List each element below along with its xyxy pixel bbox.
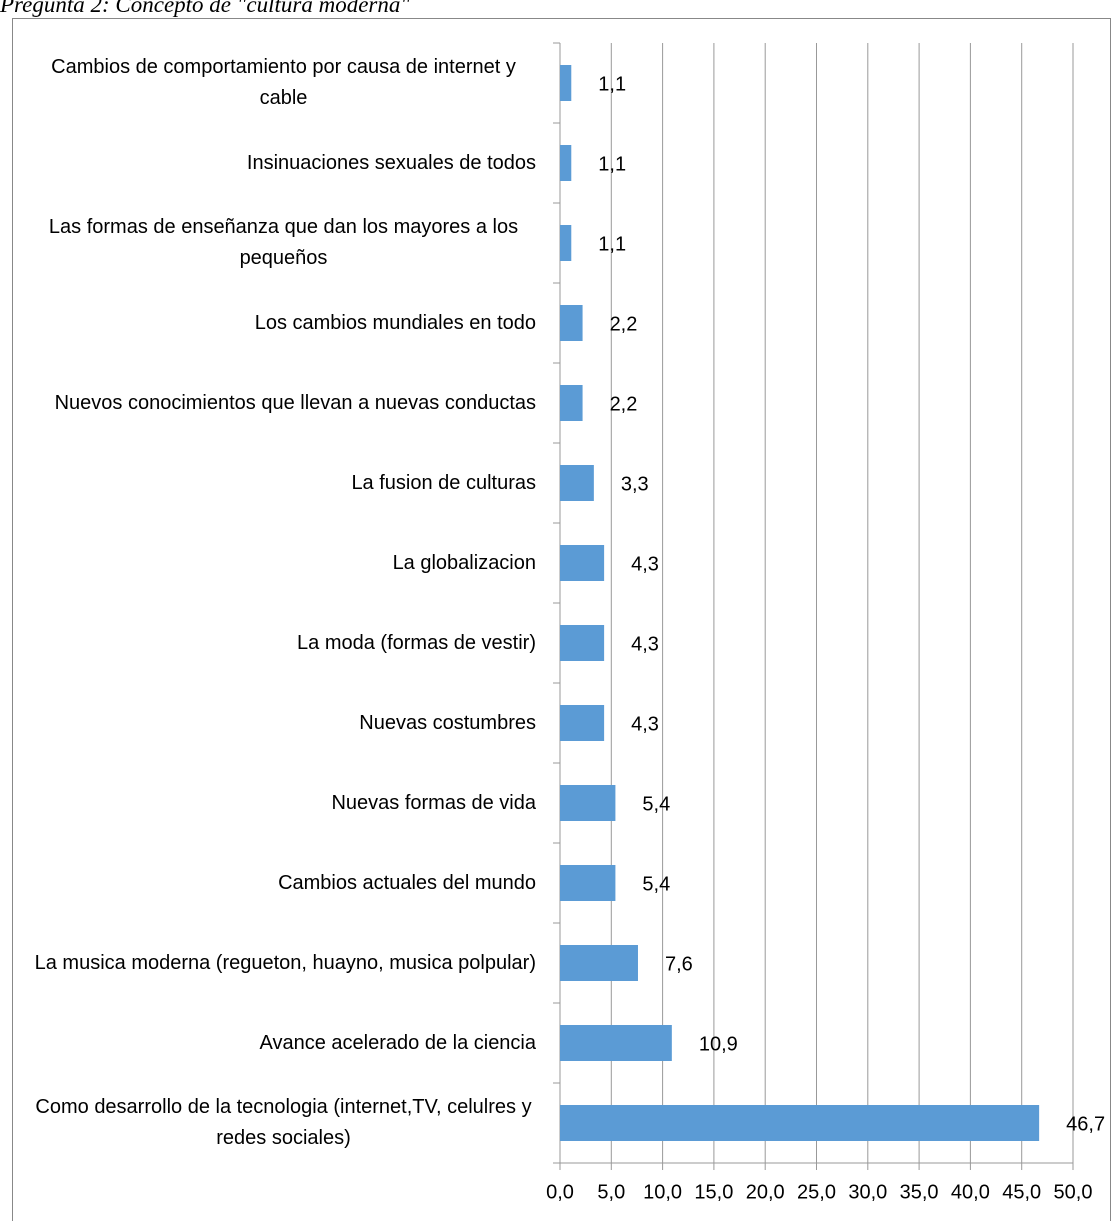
y-tick-label: Nuevas costumbres bbox=[359, 711, 536, 734]
category-box: Nuevas formas de vida bbox=[14, 763, 536, 843]
x-tick-label: 40,0 bbox=[951, 1181, 990, 1203]
chart-frame bbox=[12, 18, 1111, 1221]
bar bbox=[560, 465, 594, 501]
bar bbox=[560, 65, 572, 101]
x-tick-label: 20,0 bbox=[746, 1181, 785, 1203]
category-box: Las formas de enseñanza que dan los mayo… bbox=[14, 203, 536, 283]
bar bbox=[560, 145, 572, 181]
value-label: 2,2 bbox=[610, 393, 638, 415]
x-tick-label: 35,0 bbox=[900, 1181, 939, 1203]
value-label: 3,3 bbox=[621, 473, 649, 495]
category-box: La fusion de culturas bbox=[14, 443, 536, 523]
value-label: 7,6 bbox=[665, 953, 693, 975]
y-tick-label: Cambios de comportamiento por causa de i… bbox=[51, 56, 516, 109]
value-label: 46,7 bbox=[1066, 1113, 1105, 1135]
category-box: Cambios de comportamiento por causa de i… bbox=[14, 43, 536, 123]
x-tick-label: 0,0 bbox=[546, 1181, 574, 1203]
value-label: 4,3 bbox=[631, 553, 659, 575]
y-tick-label: Avance acelerado de la ciencia bbox=[259, 1031, 536, 1054]
y-tick-label: Las formas de enseñanza que dan los mayo… bbox=[48, 216, 519, 269]
x-tick-label: 10,0 bbox=[643, 1181, 682, 1203]
value-label: 4,3 bbox=[631, 713, 659, 735]
x-tick-label: 50,0 bbox=[1054, 1181, 1093, 1203]
y-tick-label: Los cambios mundiales en todo bbox=[254, 311, 536, 334]
category-box: La musica moderna (regueton, huayno, mus… bbox=[14, 923, 536, 1003]
value-label: 4,3 bbox=[631, 633, 659, 655]
bar bbox=[560, 945, 638, 981]
chart-title: Pregunta 2: Concepto de "cultura moderna… bbox=[0, 0, 411, 17]
y-tick-label: La fusion de culturas bbox=[351, 471, 536, 494]
y-tick-label: La musica moderna (regueton, huayno, mus… bbox=[34, 951, 536, 974]
value-label: 1,1 bbox=[598, 153, 626, 175]
y-tick-label: Insinuaciones sexuales de todos bbox=[246, 151, 536, 174]
x-tick-label: 5,0 bbox=[597, 1181, 625, 1203]
category-box: Avance acelerado de la ciencia bbox=[14, 1003, 536, 1083]
bar bbox=[560, 225, 572, 261]
bar bbox=[560, 545, 605, 581]
value-label: 5,4 bbox=[642, 873, 670, 895]
value-label: 5,4 bbox=[642, 793, 670, 815]
bar bbox=[560, 785, 616, 821]
category-box: Insinuaciones sexuales de todos bbox=[14, 123, 536, 203]
x-tick-label: 45,0 bbox=[1002, 1181, 1041, 1203]
y-tick-label: Nuevas formas de vida bbox=[331, 791, 536, 814]
category-box: Los cambios mundiales en todo bbox=[14, 283, 536, 363]
bar bbox=[560, 1025, 672, 1061]
bar bbox=[560, 305, 583, 341]
y-tick-label: Como desarrollo de la tecnologia (intern… bbox=[35, 1096, 532, 1149]
category-box: Nuevas costumbres bbox=[14, 683, 536, 763]
x-tick-label: 25,0 bbox=[797, 1181, 836, 1203]
x-tick-label: 30,0 bbox=[848, 1181, 887, 1203]
y-tick-label: Nuevos conocimientos que llevan a nuevas… bbox=[54, 391, 536, 414]
value-label: 1,1 bbox=[598, 233, 626, 255]
bar bbox=[560, 705, 605, 741]
y-tick-label: Cambios actuales del mundo bbox=[278, 871, 536, 894]
value-label: 10,9 bbox=[699, 1033, 738, 1055]
category-box: Nuevos conocimientos que llevan a nuevas… bbox=[14, 363, 536, 443]
value-label: 2,2 bbox=[610, 313, 638, 335]
category-box: La globalizacion bbox=[14, 523, 536, 603]
y-tick-label: La globalizacion bbox=[392, 551, 536, 574]
y-tick-label: La moda (formas de vestir) bbox=[297, 631, 536, 654]
bar bbox=[560, 865, 616, 901]
bar bbox=[560, 625, 605, 661]
category-box: La moda (formas de vestir) bbox=[14, 603, 536, 683]
category-box: Como desarrollo de la tecnologia (intern… bbox=[14, 1083, 536, 1163]
category-box: Cambios actuales del mundo bbox=[14, 843, 536, 923]
bar bbox=[560, 1105, 1040, 1141]
bar bbox=[560, 385, 583, 421]
x-tick-label: 15,0 bbox=[694, 1181, 733, 1203]
value-label: 1,1 bbox=[598, 73, 626, 95]
